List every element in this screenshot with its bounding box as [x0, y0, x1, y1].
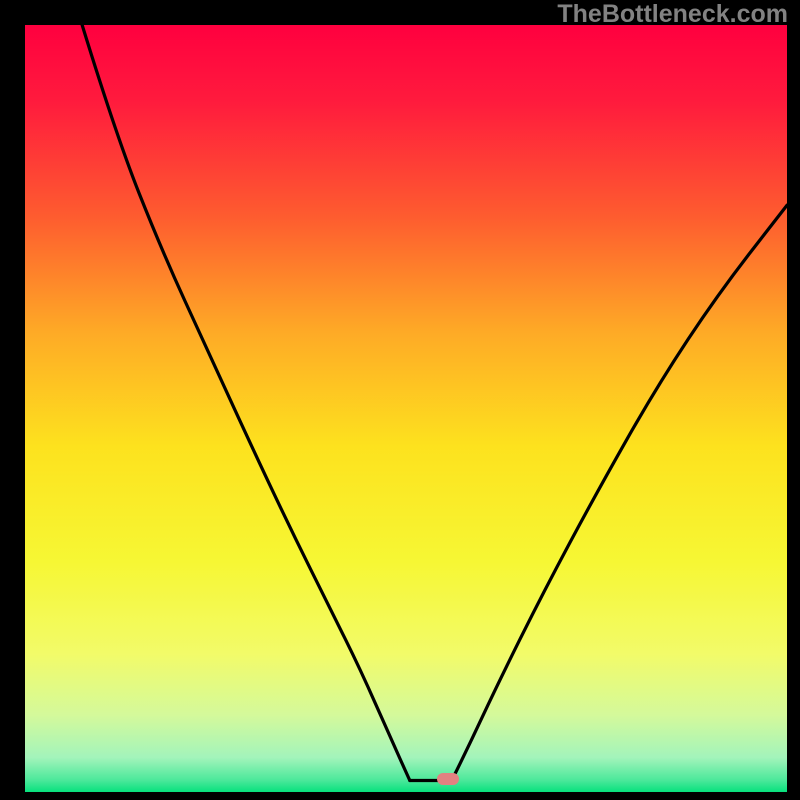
optimum-marker: [437, 773, 459, 785]
bottleneck-curve: [25, 25, 787, 792]
watermark-text: TheBottleneck.com: [557, 0, 788, 29]
chart-plot-area: [25, 25, 787, 792]
